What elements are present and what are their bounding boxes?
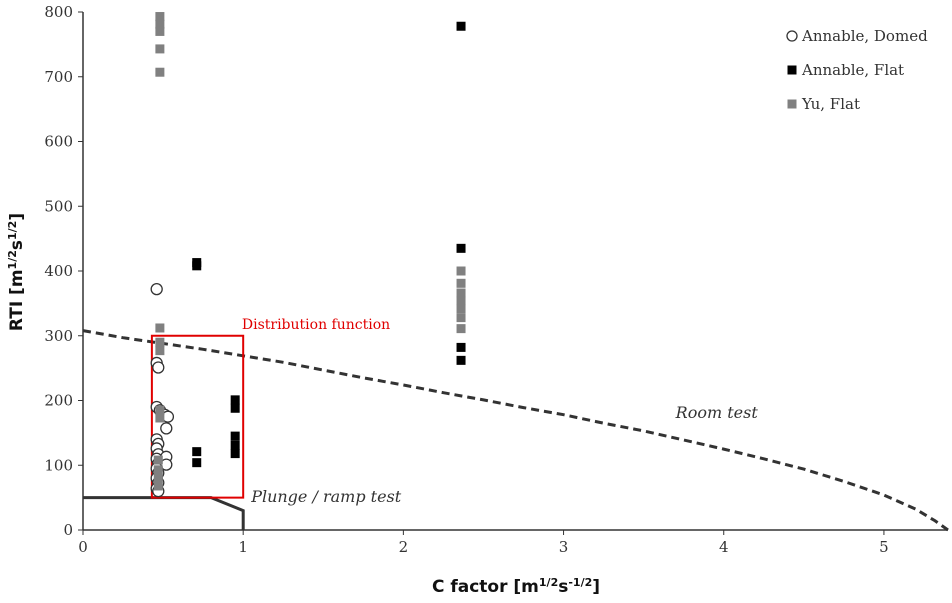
legend-label: Annable, Flat [801,61,904,79]
axes: 0 100 200 300 400 500 600 700 800 0 1 2 3 4 5 [44,3,948,556]
y-tick-label: 200 [44,392,73,410]
x-axis-title-mid: s [558,577,568,597]
data-point-yu-flat [456,288,466,298]
data-point-annable-flat [456,21,466,31]
y-tick-label: 0 [63,521,73,539]
data-point-yu-flat [155,19,165,29]
legend-marker [787,65,797,75]
data-point-annable-flat [230,403,240,413]
y-axis-title-end: ] [7,213,27,221]
data-point-yu-flat [155,12,165,22]
curve-label: Room test [675,403,759,422]
x-tick-label: 3 [559,538,569,556]
legend: Annable, Domed Annable, Flat Yu, Flat [786,27,928,113]
plunge-ramp-curve [83,496,245,530]
y-tick-label: 600 [44,133,73,151]
x-axis-title-main: C factor [m [432,577,539,597]
data-point-yu-flat [153,481,163,491]
curves: Room test Plunge / ramp test [82,329,949,532]
y-axis-title-main: RTI [m [7,269,27,331]
data-point-annable-flat [456,342,466,352]
data-point-annable-flat [230,449,240,459]
annotations: Distribution function [150,317,390,499]
data-point-yu-flat [153,465,163,475]
data-point-yu-flat [155,405,165,415]
data-point-yu-flat [456,278,466,288]
y-tick-label: 700 [44,68,73,86]
y-tick-label: 500 [44,197,73,215]
data-point-annable-flat [230,440,240,450]
x-tick-label: 4 [719,538,729,556]
data-point-yu-flat [456,296,466,306]
x-tick-label: 2 [399,538,409,556]
data-point-annable-domed [150,282,163,296]
data-point-yu-flat [456,324,466,334]
data-point-annable-flat [192,458,202,468]
y-axis-title-sup2: 1/2 [6,221,19,240]
data-point-yu-flat [155,44,165,54]
data-point-yu-flat [153,455,163,465]
data-point-annable-domed [160,422,173,435]
data-point-yu-flat [155,323,165,333]
data-point-yu-flat [456,266,466,276]
data-point-yu-flat [155,346,165,356]
curve-label: Plunge / ramp test [250,487,402,506]
data-point-annable-flat [230,395,240,405]
x-axis-title-end: ] [592,577,600,597]
distribution-function-box [150,334,245,499]
legend-label: Annable, Domed [801,27,928,45]
legend-marker [787,99,797,109]
x-tick-label: 0 [78,538,88,556]
legend-label: Yu, Flat [801,95,860,113]
x-tick-label: 5 [879,538,889,556]
data-point-annable-flat [230,431,240,441]
data-point-annable-flat [192,261,202,271]
x-axis-title-sup2: -1/2 [568,576,592,589]
data-point-annable-flat [456,243,466,253]
legend-marker [786,30,798,42]
y-tick-label: 400 [44,262,73,280]
data-point-yu-flat [155,26,165,36]
y-axis-title: RTI [m1/2s1/2] [6,213,28,331]
data-point-annable-flat [192,447,202,457]
data-point-yu-flat [456,313,466,323]
x-tick-label: 1 [238,538,248,556]
distribution-function-label: Distribution function [242,317,390,333]
data-point-annable-domed [152,361,165,374]
y-axis-title-sup1: 1/2 [6,250,19,269]
data-point-yu-flat [153,473,163,483]
y-tick-label: 300 [44,327,73,345]
x-axis-title-sup1: 1/2 [539,576,558,589]
data-points [150,12,466,498]
x-axis-title: C factor [m1/2s-1/2] [432,576,600,598]
y-tick-label: 100 [44,456,73,474]
y-tick-label: 800 [44,3,73,21]
data-point-yu-flat [456,304,466,314]
data-point-yu-flat [155,337,165,347]
data-point-annable-flat [456,355,466,365]
data-point-yu-flat [155,67,165,77]
room-test-curve [82,329,949,532]
data-point-yu-flat [155,413,165,423]
y-axis-title-mid: s [7,240,27,250]
